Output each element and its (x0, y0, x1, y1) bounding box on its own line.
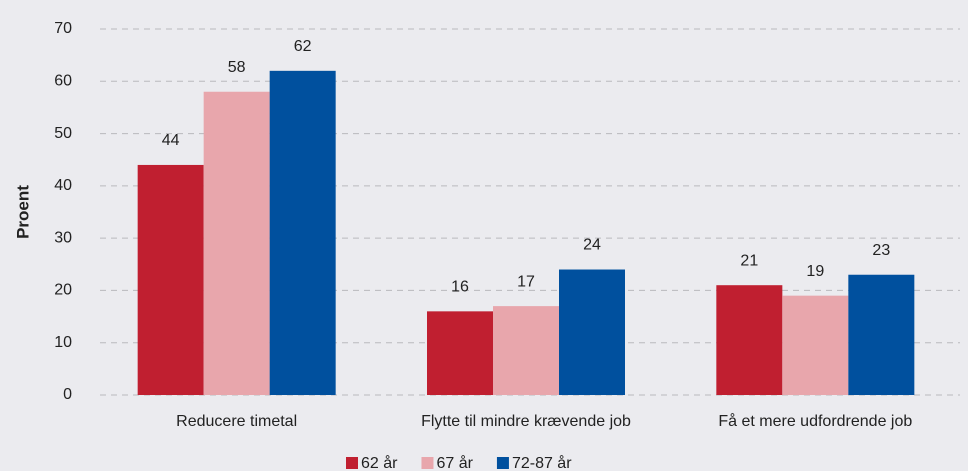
y-tick-label: 10 (54, 334, 72, 351)
y-tick-label: 30 (54, 229, 72, 246)
legend-swatch (421, 457, 434, 469)
data-label: 44 (162, 132, 180, 149)
y-axis-label: Proent (13, 185, 32, 239)
data-label: 17 (517, 273, 535, 290)
x-tick-label: Flytte til mindre krævende job (421, 413, 631, 430)
data-label: 19 (806, 263, 824, 280)
x-tick-label: Få et mere udfordrende job (718, 413, 913, 430)
legend-label: 72-87 år (512, 454, 572, 471)
y-tick-label: 70 (54, 20, 72, 37)
bar (137, 164, 204, 395)
y-tick-label: 60 (54, 73, 72, 90)
x-tick-label: Reducere timetal (176, 413, 298, 430)
bar (269, 70, 336, 395)
bar (493, 306, 559, 395)
y-tick-label: 50 (54, 125, 72, 142)
y-tick-label: 0 (63, 386, 72, 403)
data-label: 16 (451, 279, 469, 296)
bar (203, 91, 270, 395)
y-tick-label: 20 (54, 282, 72, 299)
data-label: 58 (228, 59, 246, 76)
data-label: 23 (872, 242, 890, 259)
legend-label: 67 år (436, 454, 473, 471)
data-label: 24 (583, 237, 601, 254)
legend-swatch (346, 457, 358, 469)
bar (716, 285, 783, 395)
data-label: 62 (294, 38, 312, 55)
bar (427, 311, 493, 395)
data-label: 21 (740, 252, 758, 269)
bar (848, 274, 915, 395)
legend-label: 62 år (361, 454, 398, 471)
bar (559, 269, 625, 395)
legend-swatch (496, 457, 509, 469)
bar (782, 295, 849, 395)
y-tick-label: 40 (54, 177, 72, 194)
